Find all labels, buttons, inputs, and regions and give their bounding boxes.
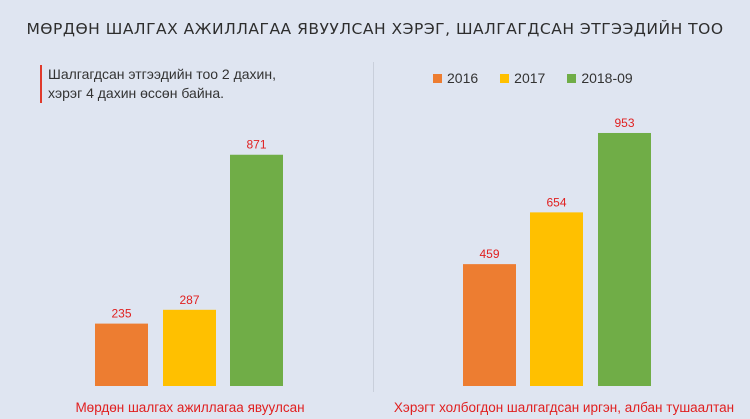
bar-right-2018-09: [598, 132, 651, 386]
panel-divider: [373, 62, 374, 392]
data-label-left-2016: 235: [111, 307, 131, 321]
chart-title: МӨРДӨН ШАЛГАХ АЖИЛЛАГАА ЯВУУЛСАН ХЭРЭГ, …: [26, 20, 724, 38]
bar-left-2018-09: [230, 154, 283, 386]
note-line-2: хэрэг 4 дахин өссөн байна.: [48, 85, 225, 101]
bar-right-2017: [530, 212, 583, 386]
legend-item-2017: 2017: [500, 70, 545, 86]
bar-left-2016: [95, 323, 148, 386]
data-label-right-2017: 654: [546, 195, 566, 209]
bar-left-2017: [163, 309, 216, 386]
note-line-1: Шалгагдсан этгээдийн тоо 2 дахин,: [48, 66, 276, 82]
data-label-left-2017: 287: [179, 293, 199, 307]
bar-right-2016: [463, 264, 516, 386]
legend-label-2017: 2017: [514, 70, 546, 86]
callout-note: Шалгагдсан этгээдийн тоо 2 дахин, хэрэг …: [40, 65, 348, 103]
legend-swatch-2017: [500, 73, 510, 83]
legend-item-2016: 2016: [433, 70, 478, 86]
legend: 2016 2017 2018-09: [433, 68, 633, 88]
category-label-right: Хэрэгт холбогдон шалгагдсан иргэн, албан…: [393, 400, 735, 415]
legend-swatch-2016: [433, 73, 442, 83]
data-label-left-2018-09: 871: [246, 138, 266, 152]
legend-label-2016: 2016: [447, 70, 479, 86]
legend-label-2018-09: 2018-09: [581, 70, 633, 86]
category-label-left: Мөрдөн шалгах ажиллагаа явуулсан: [75, 400, 305, 415]
data-label-right-2016: 459: [479, 247, 499, 261]
data-label-right-2018-09: 953: [614, 116, 634, 130]
legend-item-2018-09: 2018-09: [567, 70, 633, 86]
legend-swatch-2018-09: [567, 73, 577, 83]
